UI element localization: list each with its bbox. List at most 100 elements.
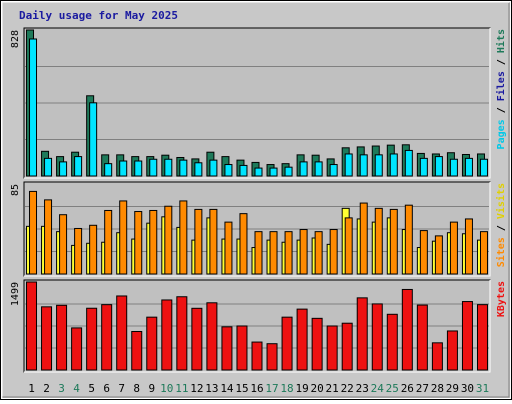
bar-kbytes-kbytes-day-21 [326, 325, 338, 371]
frame-bevel-dark [3, 3, 510, 398]
bar-hits-files-day-26 [404, 149, 413, 177]
bar-kbytes-kbytes-day-20 [311, 317, 323, 371]
bar-visits-sites-day-22 [344, 217, 353, 275]
x-tick-label: 21 [326, 382, 339, 395]
bar-kbytes-kbytes-day-31 [476, 304, 488, 371]
bar-kbytes-kbytes-day-27 [416, 304, 428, 371]
bar-kbytes-kbytes-day-13 [206, 302, 218, 371]
bar-visits-sites-day-17 [269, 231, 278, 275]
bar-visits-sites-day-10 [164, 205, 173, 275]
x-tick-label: 22 [341, 382, 354, 395]
x-tick-label: 31 [476, 382, 489, 395]
bar-hits-files-day-17 [269, 167, 278, 177]
bar-visits-sites-day-1 [29, 190, 38, 275]
bar-kbytes-kbytes-day-4 [71, 327, 83, 371]
chart-title: Daily usage for May 2025 [19, 9, 178, 22]
bar-hits-files-day-29 [449, 158, 458, 177]
bar-kbytes-kbytes-day-25 [386, 313, 398, 371]
bar-visits-sites-day-8 [134, 211, 143, 275]
bar-hits-files-day-23 [359, 154, 368, 177]
panel-kbytes-bevel [24, 280, 491, 373]
x-tick-label: 28 [431, 382, 444, 395]
bar-kbytes-kbytes-day-2 [41, 306, 53, 371]
chart-panels: 828 Pages / Files / Hits 85 Sites / Visits 1… [10, 27, 507, 373]
bar-kbytes-kbytes-day-12 [191, 307, 203, 371]
bar-kbytes-kbytes-day-17 [266, 343, 278, 371]
bar-hits-files-day-24 [374, 154, 383, 177]
panel-visits-side-label: Sites / Visits [495, 183, 507, 267]
side-label-part: / [496, 101, 507, 119]
panel-hits: 828 Pages / Files / Hits [10, 27, 507, 179]
x-tick-label: 11 [175, 382, 188, 395]
bar-kbytes-kbytes-day-3 [56, 304, 68, 371]
bar-kbytes-kbytes-day-10 [161, 299, 173, 371]
bar-visits-sites-day-13 [209, 208, 218, 275]
x-tick-label: 7 [118, 382, 125, 395]
bar-hits-files-day-25 [389, 153, 398, 177]
bar-hits-files-day-15 [239, 164, 248, 177]
x-tick-label: 3 [58, 382, 65, 395]
x-tick-label: 18 [280, 382, 293, 395]
bar-kbytes-kbytes-day-22 [341, 322, 353, 371]
side-label-part: Pages [496, 119, 507, 149]
frame-bevel-light [1, 1, 509, 396]
bar-visits-sites-day-14 [224, 221, 233, 275]
bar-kbytes-kbytes-day-6 [101, 304, 113, 371]
x-tick-label: 1 [28, 382, 35, 395]
side-label-part: Files [495, 71, 507, 101]
bar-kbytes-kbytes-day-24 [371, 303, 383, 371]
bar-hits-files-day-13 [209, 159, 218, 177]
x-tick-label: 14 [220, 382, 234, 395]
panel-kbytes-max-label: 1499 [10, 282, 21, 306]
x-tick-label: 5 [88, 382, 95, 395]
x-tick-label: 19 [295, 382, 308, 395]
bar-hits-files-day-18 [284, 166, 293, 177]
bar-kbytes-kbytes-day-28 [431, 342, 443, 371]
bar-hits-files-day-7 [119, 160, 128, 177]
bar-visits-sites-day-25 [389, 208, 398, 275]
bar-hits-files-day-19 [299, 161, 308, 177]
bar-visits-sites-day-29 [449, 221, 458, 275]
x-tick-label: 23 [356, 382, 369, 395]
bar-kbytes-kbytes-day-19 [296, 308, 308, 371]
bar-visits-sites-day-7 [119, 200, 128, 275]
bar-visits-sites-day-16 [254, 231, 263, 275]
x-tick-label: 27 [416, 382, 429, 395]
x-tick-label: 30 [461, 382, 474, 395]
panel-hits-bevel [24, 28, 491, 179]
bar-hits-files-day-28 [434, 156, 443, 177]
panel-hits-max-label: 828 [10, 30, 21, 48]
panel-visits-max-label: 85 [10, 184, 21, 196]
side-label-part: KBytes [496, 281, 507, 317]
bar-hits-files-day-10 [164, 158, 173, 177]
bar-visits-sites-day-2 [44, 199, 53, 275]
bar-visits-sites-day-28 [434, 235, 443, 275]
bar-visits-sites-day-5 [89, 224, 98, 275]
x-tick-label: 8 [133, 382, 140, 395]
x-tick-label: 15 [235, 382, 248, 395]
x-tick-label: 17 [265, 382, 278, 395]
bar-visits-sites-day-23 [359, 202, 368, 275]
bar-kbytes-kbytes-day-15 [236, 325, 248, 371]
bar-hits-files-day-4 [74, 156, 83, 177]
bar-hits-files-day-21 [329, 164, 338, 177]
x-tick-label: 29 [446, 382, 459, 395]
bar-visits-sites-day-15 [239, 213, 248, 275]
bar-kbytes-kbytes-day-1 [26, 281, 38, 371]
bar-kbytes-kbytes-day-8 [131, 330, 143, 371]
bar-visits-sites-day-4 [74, 227, 83, 275]
bar-hits-files-day-6 [104, 163, 113, 177]
bar-visits-sites-day-6 [104, 209, 113, 275]
x-tick-label: 24 [371, 382, 385, 395]
bar-kbytes-kbytes-day-14 [221, 326, 233, 371]
bar-visits-sites-day-3 [59, 214, 68, 275]
bar-visits-sites-day-26 [404, 204, 413, 275]
x-tick-label: 13 [205, 382, 218, 395]
x-tick-label: 6 [103, 382, 110, 395]
bar-kbytes-kbytes-day-9 [146, 316, 158, 371]
bar-hits-files-day-12 [194, 162, 203, 177]
x-tick-label: 4 [73, 382, 80, 395]
side-label-part: Sites [495, 237, 507, 267]
bar-visits-sites-day-19 [299, 229, 308, 275]
